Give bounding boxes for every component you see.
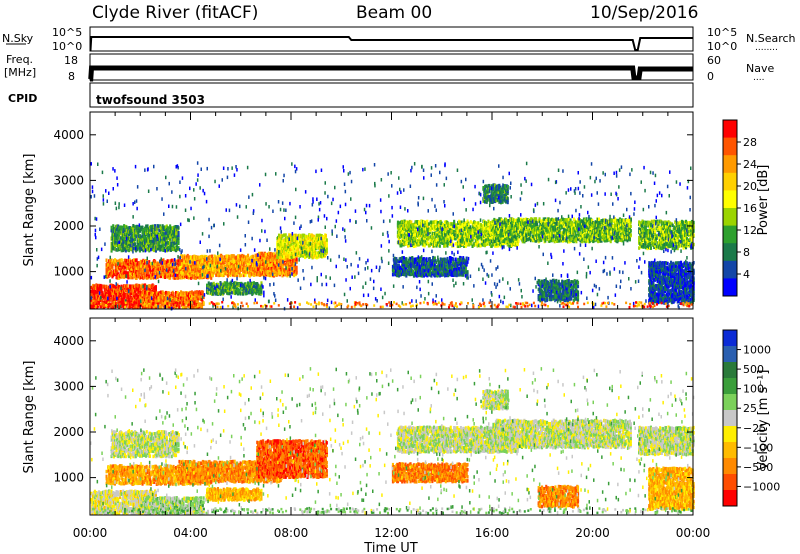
nsky-trace bbox=[90, 37, 693, 50]
cpid-panel: CPID twofsound 3503 bbox=[8, 83, 693, 107]
freq-panel: Freq. [MHz] 18 8 60 0 Nave .... bbox=[4, 53, 774, 83]
nave-tick-top: 60 bbox=[707, 54, 721, 67]
freq-tick-bottom: 8 bbox=[68, 70, 75, 83]
freq-line bbox=[90, 68, 693, 79]
nave-dots: .... bbox=[753, 73, 764, 83]
fitacf-figure: Clyde River (fitACF) Beam 00 10/Sep/2016… bbox=[0, 0, 800, 554]
cpid-label: CPID bbox=[8, 92, 37, 105]
nsky-line bbox=[90, 37, 693, 50]
freq-trace bbox=[90, 68, 693, 79]
nsky-tick-bottom: 10^0 bbox=[52, 40, 82, 53]
scatter-cell bbox=[126, 284, 128, 288]
freq-tick-top: 18 bbox=[64, 54, 78, 67]
scatter-cell bbox=[155, 285, 157, 289]
freq-unit-label: [MHz] bbox=[4, 66, 36, 79]
nsky-tick-top: 10^5 bbox=[52, 26, 82, 39]
date-title: 10/Sep/2016 bbox=[590, 3, 698, 23]
freq-label: Freq. bbox=[6, 53, 33, 66]
station-title: Clyde River (fitACF) bbox=[92, 3, 258, 23]
nsearch-dots: ........ bbox=[755, 43, 778, 53]
cpid-value: twofsound 3503 bbox=[96, 93, 205, 107]
scatter-cell bbox=[106, 259, 108, 263]
scatter-cell bbox=[247, 254, 249, 258]
nsky-panel: N.Sky 10^5 10^0 10^5 10^0 N.Search .....… bbox=[2, 26, 796, 53]
scatter-cell bbox=[178, 305, 180, 309]
nsearch-tick-top: 10^5 bbox=[707, 26, 737, 39]
nsearch-tick-bottom: 10^0 bbox=[707, 40, 737, 53]
scatter-cell bbox=[252, 255, 254, 259]
power-data bbox=[90, 161, 695, 310]
nave-tick-bottom: 0 bbox=[707, 70, 714, 83]
nsky-label: N.Sky bbox=[2, 32, 34, 45]
scatter-cell bbox=[202, 291, 204, 295]
scatter-cell bbox=[171, 259, 173, 263]
scatter-cell bbox=[173, 292, 175, 296]
scatter-cell bbox=[199, 270, 201, 274]
beam-title: Beam 00 bbox=[356, 3, 432, 23]
scatter-cell bbox=[203, 301, 205, 305]
